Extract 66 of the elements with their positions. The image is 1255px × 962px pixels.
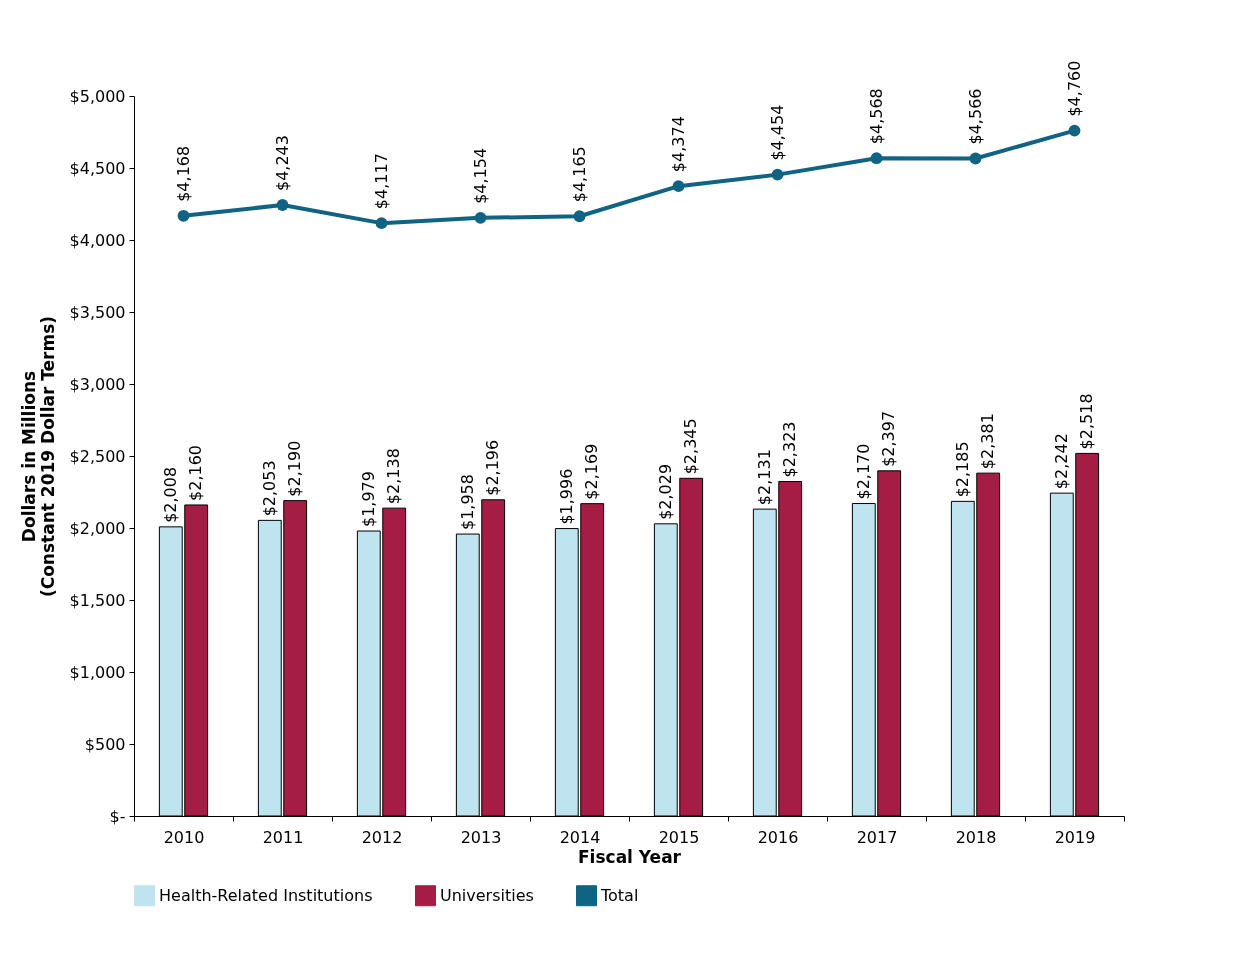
data-label: $1,958: [457, 474, 477, 531]
data-label: $2,381: [978, 413, 998, 470]
data-label: $2,518: [1077, 393, 1097, 450]
data-label: $1,979: [358, 471, 378, 528]
data-label: $2,138: [384, 448, 404, 505]
y-tick-label: $500: [84, 734, 126, 754]
data-label: $4,374: [668, 116, 688, 173]
data-label: $2,345: [681, 418, 701, 475]
y-tick-label: $2,500: [69, 446, 126, 466]
y-tick-label: $2,000: [69, 518, 126, 538]
point: [870, 152, 883, 165]
data-label: $4,117: [371, 153, 391, 210]
x-tick-label: 2019: [1054, 827, 1096, 847]
x-tick-label: 2011: [262, 827, 304, 847]
data-label: $4,568: [866, 88, 886, 145]
point: [672, 180, 685, 193]
point: [771, 168, 784, 181]
data-label: $2,185: [952, 441, 972, 498]
point: [573, 210, 586, 223]
data-label: $2,190: [285, 440, 305, 497]
y-tick-label: $4,500: [69, 158, 126, 178]
legend-label: Universities: [440, 885, 534, 905]
point: [969, 152, 982, 165]
y-tick-label: $1,000: [69, 662, 126, 682]
y-tick-label: $-: [109, 806, 126, 826]
y-tick-label: $3,000: [69, 374, 126, 394]
data-label: $4,154: [470, 147, 490, 204]
y-tick-label: $1,500: [69, 590, 126, 610]
x-axis-title: Fiscal Year: [578, 846, 682, 867]
x-tick-label: 2018: [955, 827, 997, 847]
data-label: $2,160: [186, 444, 206, 501]
x-tick-label: 2010: [163, 827, 205, 847]
x-tick-label: 2016: [757, 827, 799, 847]
x-tick-label: 2015: [658, 827, 700, 847]
data-label: $2,196: [483, 439, 503, 496]
x-tick-label: 2012: [361, 827, 403, 847]
point: [1068, 124, 1081, 137]
data-label: $1,996: [556, 468, 576, 525]
data-label: $4,566: [965, 88, 985, 145]
data-label: $4,168: [173, 145, 193, 202]
data-label: $2,323: [780, 421, 800, 478]
point: [474, 211, 487, 224]
x-tick-label: 2017: [856, 827, 898, 847]
data-label: $2,170: [853, 443, 873, 500]
data-label: $2,242: [1051, 433, 1071, 490]
point: [276, 199, 289, 211]
legend-label: Total: [600, 885, 639, 905]
data-label: $2,131: [754, 449, 774, 506]
point: [375, 217, 388, 230]
data-label: $2,008: [160, 466, 180, 523]
x-tick-label: 2014: [559, 827, 601, 847]
data-label: $4,165: [569, 146, 589, 203]
x-tick-label: 2013: [460, 827, 502, 847]
y-tick-label: $4,000: [69, 230, 126, 250]
data-label: $4,243: [272, 135, 292, 192]
data-label: $4,760: [1064, 60, 1084, 117]
data-label: $4,454: [767, 104, 787, 161]
data-label: $2,029: [655, 463, 675, 520]
data-label: $2,169: [582, 443, 602, 500]
data-label: $2,053: [259, 460, 279, 517]
y-axis-title: Dollars in Millions (Constant 2019 Dollar Terms): [18, 315, 58, 598]
legend-label: Health-Related Institutions: [159, 885, 373, 905]
y-tick-label: $5,000: [69, 86, 126, 106]
data-label: $2,397: [879, 410, 899, 467]
point: [177, 209, 190, 222]
y-tick-label: $3,500: [69, 302, 126, 322]
